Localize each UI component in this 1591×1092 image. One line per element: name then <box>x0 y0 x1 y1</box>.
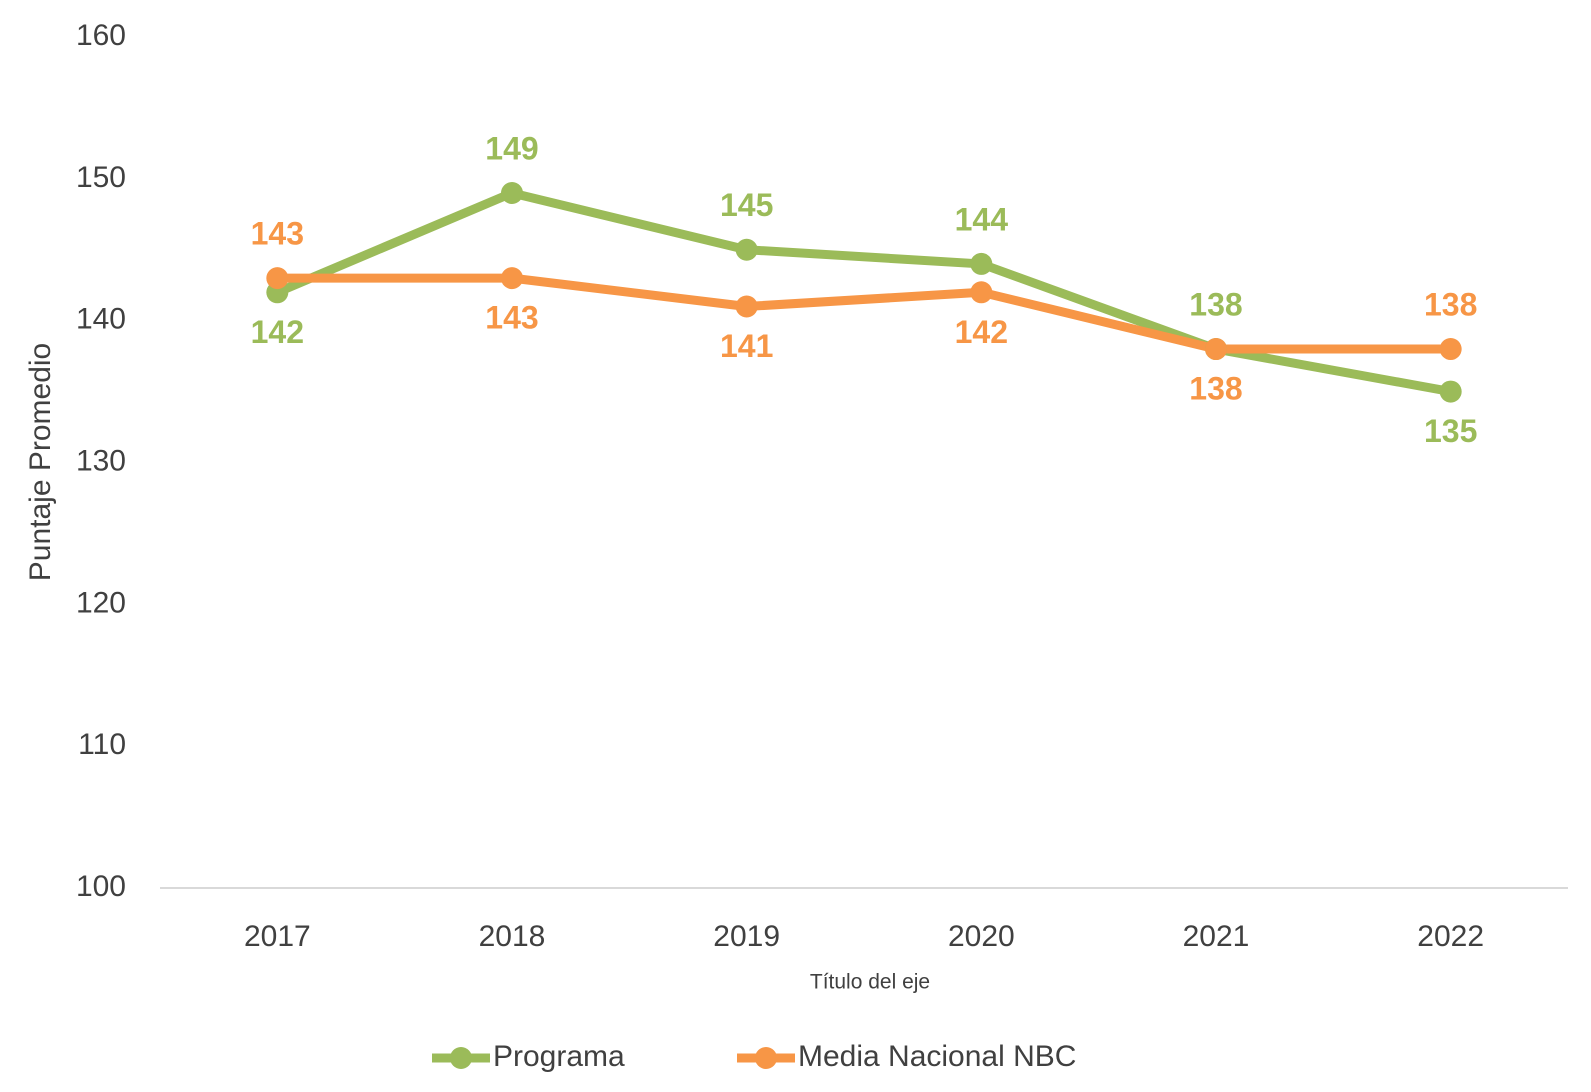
marker <box>1439 338 1462 361</box>
legend-item: Programa <box>432 1040 625 1073</box>
series-line <box>277 273 1451 354</box>
marker <box>1205 338 1227 361</box>
marker <box>1439 380 1462 403</box>
legend-marker <box>755 1047 777 1069</box>
data-label: 143 <box>251 216 304 252</box>
data-label: 149 <box>485 130 538 166</box>
x-tick-label: 2021 <box>1183 920 1250 953</box>
data-label: 142 <box>955 314 1008 350</box>
x-tick-label: 2020 <box>948 920 1015 953</box>
y-tick-label: 110 <box>78 728 126 761</box>
y-tick-label: 100 <box>76 870 126 903</box>
x-tick-label: 2019 <box>713 920 780 953</box>
data-label: 138 <box>1189 370 1242 406</box>
data-label: 143 <box>485 300 538 336</box>
y-tick-label: 160 <box>76 19 126 52</box>
x-axis-label: Título del eje <box>810 971 930 994</box>
data-label: 135 <box>1424 413 1477 449</box>
series-line <box>275 188 1452 397</box>
data-label: 142 <box>251 314 304 350</box>
y-tick-label: 140 <box>76 303 126 336</box>
legend-label: Media Nacional NBC <box>798 1040 1076 1073</box>
data-label: 141 <box>720 328 773 364</box>
marker <box>970 281 993 304</box>
legend-item: Media Nacional NBC <box>737 1040 1076 1073</box>
marker <box>970 252 993 275</box>
y-tick-label: 120 <box>76 586 126 619</box>
y-axis-label: Puntaje Promedio <box>24 343 57 581</box>
marker <box>266 267 289 290</box>
data-label: 144 <box>955 201 1009 237</box>
data-label: 145 <box>720 187 773 223</box>
y-tick-label: 130 <box>76 444 126 477</box>
x-tick-label: 2022 <box>1417 920 1484 953</box>
legend-label: Programa <box>493 1040 625 1073</box>
data-label: 138 <box>1189 286 1242 322</box>
marker <box>735 295 758 318</box>
legend-marker <box>450 1047 472 1069</box>
data-label: 138 <box>1424 286 1477 322</box>
x-tick-label: 2018 <box>479 920 546 953</box>
marker <box>501 267 523 290</box>
x-tick-label: 2017 <box>244 920 311 953</box>
y-tick-label: 150 <box>76 161 126 194</box>
marker <box>501 182 523 205</box>
marker <box>735 238 758 261</box>
